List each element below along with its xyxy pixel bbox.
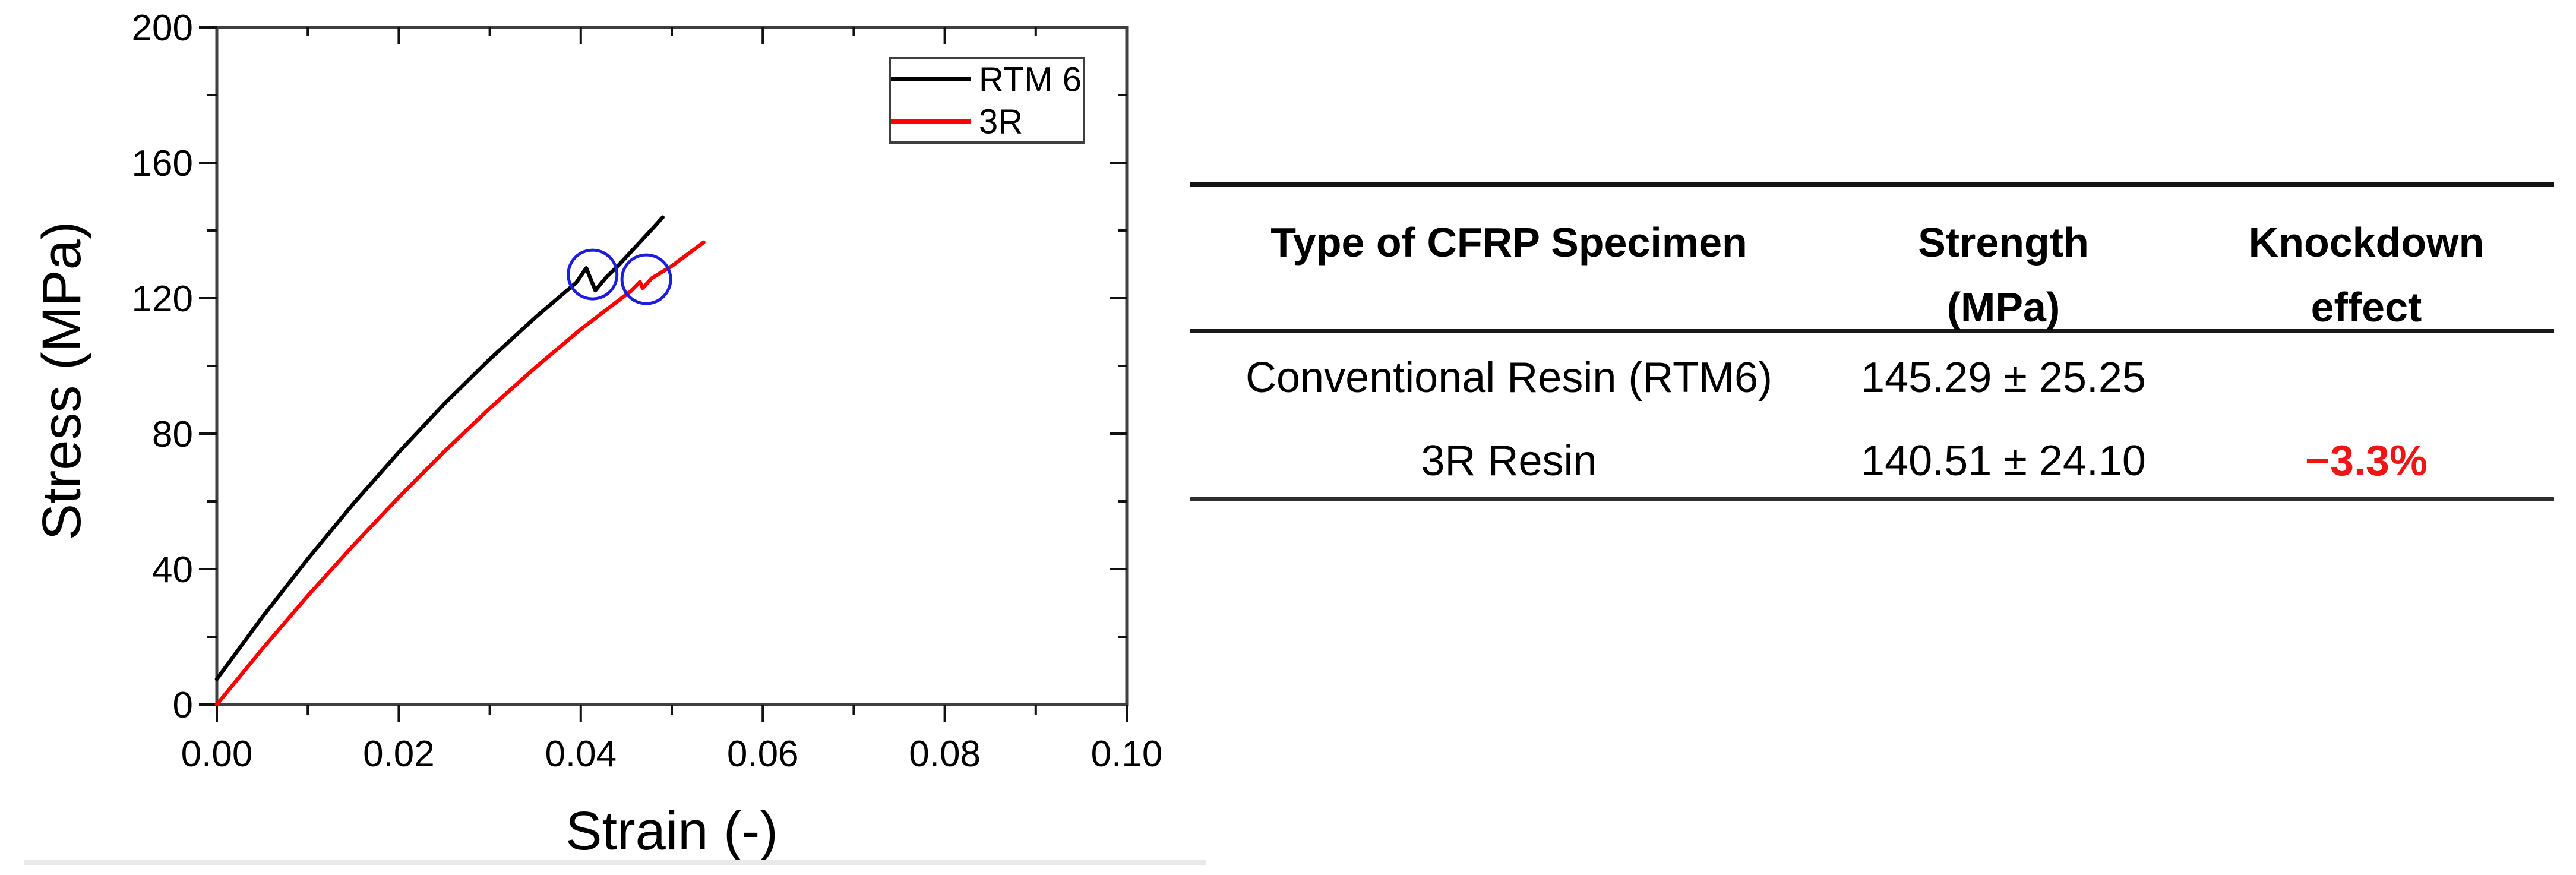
stress-strain-chart: 0.00 0.02 0.04 0.06 0.08 0.10 0 40 80 120 160 200 St… — [31, 8, 1163, 861]
y-axis-title: Stress (MPa) — [31, 222, 92, 541]
page-edge-divider — [24, 860, 1206, 865]
x-tick-label: 0.00 — [181, 734, 253, 775]
y-tick-label: 200 — [132, 8, 193, 49]
cell-strength-3r: 140.51 ± 24.10 — [1861, 437, 2146, 485]
header-strength: Strength (MPa) — [1918, 219, 2089, 330]
cell-knockdown-rtm6 — [2179, 336, 2554, 419]
header-knockdown: Knockdown effect — [2248, 219, 2485, 330]
cell-knockdown-3r: −3.3% — [2305, 437, 2428, 485]
x-tick-label: 0.06 — [727, 734, 799, 775]
x-tick-label: 0.04 — [545, 734, 617, 775]
table-rule-bottom — [1190, 497, 2554, 501]
series-line-rtm-6 — [214, 215, 665, 681]
table-rule-header — [1190, 329, 2554, 333]
x-tick-label: 0.10 — [1091, 734, 1163, 775]
legend-label: 3R — [979, 103, 1023, 141]
table-rule-top — [1190, 182, 2554, 187]
failure-marker-3r-icon — [620, 253, 672, 305]
legend-box — [889, 57, 1085, 144]
cell-strength-rtm6: 145.29 ± 25.25 — [1861, 354, 2146, 402]
y-tick-label: 160 — [132, 143, 193, 184]
y-tick-label: 0 — [173, 685, 193, 726]
header-specimen-type: Type of CFRP Specimen — [1270, 219, 1747, 266]
cell-specimen-rtm6: Conventional Resin (RTM6) — [1245, 354, 1773, 402]
cfrp-results-table: Type of CFRP Specimen Strength (MPa) Kno… — [1190, 182, 2554, 506]
x-tick-label: 0.02 — [363, 734, 435, 775]
x-axis-title: Strain (-) — [565, 801, 778, 861]
y-tick-label: 40 — [152, 549, 193, 590]
table-row: Conventional Resin (RTM6) 145.29 ± 25.25 — [1190, 336, 2554, 419]
y-tick-label: 80 — [152, 414, 193, 455]
x-tick-label: 0.08 — [909, 734, 981, 775]
series-line-3r — [214, 240, 706, 707]
table-header-row: Type of CFRP Specimen Strength (MPa) Kno… — [1190, 187, 2554, 330]
y-tick-label: 120 — [132, 279, 193, 320]
failure-marker-rtm6-icon — [567, 248, 619, 301]
cell-specimen-3r: 3R Resin — [1421, 437, 1597, 485]
legend-label: RTM 6 — [979, 61, 1082, 99]
table-row: 3R Resin 140.51 ± 24.10 −3.3% — [1190, 419, 2554, 503]
